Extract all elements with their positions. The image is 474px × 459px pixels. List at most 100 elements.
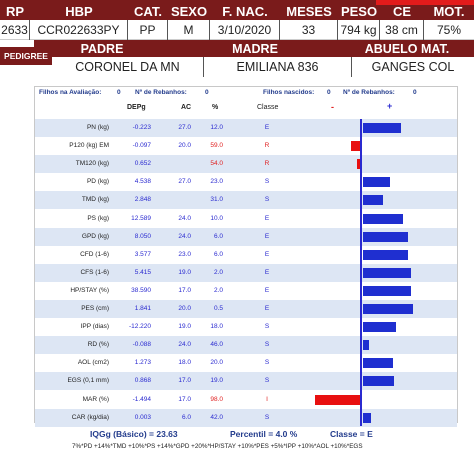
positive-bar [363, 267, 411, 278]
iqg-value: IQGg (Básico) = 23.63 [90, 429, 178, 439]
rebanhos-value-2: 0 [413, 89, 417, 96]
ac-value: 24.0 [178, 341, 191, 349]
trait-name: PN (kg) [86, 124, 109, 131]
classe-value: Classe = E [330, 429, 373, 439]
percent-value: 46.0 [210, 341, 223, 349]
positive-bar [363, 177, 391, 188]
pedigree-padre: CORONEL DA MN [52, 57, 204, 77]
table-row: PES (cm) 1.841 20.0 0.5 E [35, 300, 457, 319]
positive-bar [363, 322, 396, 333]
dep-value: 3.577 [134, 250, 151, 258]
dep-value: 38.590 [131, 286, 151, 294]
classe-value: E [264, 286, 270, 294]
rebanhos-value-1: 0 [205, 89, 209, 96]
filhos-nasc-value: 0 [327, 89, 331, 96]
filhos-aval-label: Filhos na Avaliação: [39, 89, 102, 96]
trait-name: PES (cm) [81, 305, 109, 312]
col-meses: MESES [286, 4, 332, 19]
header-depg: DEPg [127, 104, 146, 111]
filhos-aval-value: 0 [117, 89, 121, 96]
col-hbp: HBP [65, 4, 93, 19]
animal-values: 2633 CCR022633PY PP M 3/10/2020 33 794 k… [0, 20, 474, 40]
ac-value: 20.0 [178, 142, 191, 150]
pedigree-col-madre: MADRE [232, 41, 278, 56]
trait-name: PS (kg) [87, 214, 109, 222]
table-row: TMD (kg) 2.848 31.0 S [35, 191, 457, 210]
pedigree-madre: EMILIANA 836 [204, 57, 352, 77]
dep-value: 4.538 [134, 178, 151, 186]
trait-name: AOL (cm2) [77, 359, 109, 367]
classe-value: S [264, 196, 270, 204]
rebanhos-label-1: Nº de Rebanhos: [135, 89, 187, 96]
classe-value: S [264, 359, 270, 367]
percent-value: 19.0 [210, 377, 223, 385]
classe-value: S [264, 413, 270, 421]
col-sexo: SEXO [170, 4, 208, 19]
col-rp: RP [5, 4, 25, 19]
positive-bar [363, 376, 395, 387]
dep-value: 8.050 [134, 232, 151, 240]
value-ce: 38 cm [380, 20, 424, 40]
value-cat: PP [128, 20, 168, 40]
trait-name: CFD (1-6) [80, 250, 109, 258]
classe-value: E [264, 268, 270, 276]
header-minus: - [331, 102, 334, 112]
header-plus: + [387, 101, 393, 111]
classe-value: E [264, 305, 270, 312]
dep-value: 1.273 [134, 359, 151, 367]
negative-bar [314, 394, 361, 405]
table-row: CFD (1-6) 3.577 23.0 6.0 E [35, 246, 457, 264]
pedigree-col-padre: PADRE [80, 41, 124, 56]
table-row: CFS (1-6) 5.415 19.0 2.0 E [35, 263, 457, 282]
percent-value: 54.0 [210, 160, 223, 168]
dep-value: 1.841 [134, 305, 151, 312]
table-header: DEPg AC % Classe - + [35, 101, 457, 115]
percent-value: 2.0 [213, 286, 223, 294]
percent-value: 42.0 [210, 413, 223, 421]
percent-value: 10.0 [210, 214, 223, 222]
percent-value: 31.0 [210, 196, 223, 204]
ac-value: 19.0 [178, 268, 191, 276]
value-meses: 33 [280, 20, 338, 40]
dep-value: 0.003 [134, 413, 151, 421]
positive-bar [363, 123, 402, 133]
positive-bar [363, 285, 411, 296]
trait-name: MAR (%) [82, 395, 109, 403]
pedigree-col-abuelo: ABUELO MAT. [364, 41, 450, 56]
value-fnac: 3/10/2020 [210, 20, 280, 40]
value-rp: 2633 [0, 20, 30, 40]
table-row: CAR (kg/dia) 0.003 6.0 42.0 S [35, 408, 457, 427]
ac-value: 24.0 [178, 232, 191, 240]
percentil-value: Percentil = 4.0 % [230, 429, 298, 439]
percent-value: 0.5 [213, 305, 223, 312]
table-row: RD (%) -0.088 24.0 46.0 S [35, 336, 457, 355]
classe-value: S [264, 341, 270, 349]
trait-name: IPP (dias) [80, 323, 109, 331]
positive-bar [363, 304, 413, 314]
table-row: AOL (cm2) 1.273 18.0 20.0 S [35, 354, 457, 372]
value-peso: 794 kg [338, 20, 380, 40]
ac-value: 23.0 [178, 250, 191, 258]
ac-value: 17.0 [178, 395, 191, 403]
classe-value: S [264, 377, 270, 385]
percent-value: 20.0 [210, 359, 223, 367]
classe-value: E [264, 250, 270, 258]
pedigree-abuelo: GANGES COL [371, 60, 455, 74]
table-row: EGS (0,1 mm) 0.868 17.0 19.0 S [35, 372, 457, 391]
trait-name: HP/STAY (%) [70, 286, 109, 294]
progeny-summary: Filhos na Avaliação: 0 Nº de Rebanhos: 0… [35, 87, 457, 99]
filhos-nasc-label: Filhos nascidos: [263, 89, 315, 96]
header-pct: % [212, 104, 219, 111]
classe-value: E [264, 214, 270, 222]
value-sexo: M [168, 20, 210, 40]
ac-value: 27.0 [178, 124, 191, 131]
classe-value: E [264, 124, 270, 131]
index-formula: 7%*PD +14%*TMD +10%*PS +14%*GPD +20%*HP/… [72, 443, 363, 450]
table-row: HP/STAY (%) 38.590 17.0 2.0 E [35, 282, 457, 300]
trait-name: EGS (0,1 mm) [67, 377, 109, 385]
percent-value: 98.0 [210, 395, 223, 403]
dep-report: Filhos na Avaliação: 0 Nº de Rebanhos: 0… [34, 86, 458, 427]
percent-value: 59.0 [210, 142, 223, 150]
trait-name: P120 (kg) EM [69, 142, 109, 150]
dep-value: -12.220 [128, 323, 151, 331]
